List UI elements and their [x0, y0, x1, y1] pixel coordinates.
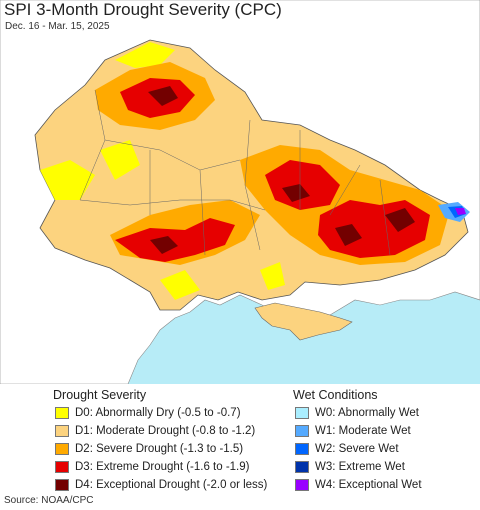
legend-item-d4: D4: Exceptional Drought (-2.0 or less) — [55, 478, 267, 492]
w1-swatch — [295, 425, 309, 437]
crimea — [254, 302, 353, 341]
d0-southeast — [260, 262, 285, 290]
legend-item-w1: W1: Moderate Wet — [295, 424, 411, 438]
source-credit: Source: NOAA/CPC — [4, 495, 94, 506]
d4-north — [148, 86, 178, 106]
d0-label: D0: Abnormally Dry (-0.5 to -0.7) — [75, 407, 241, 419]
legend-item-d3: D3: Extreme Drought (-1.6 to -1.9) — [55, 460, 249, 474]
wet-legend-heading: Wet Conditions — [293, 388, 378, 402]
d4-swatch — [55, 479, 69, 491]
d0-south — [160, 270, 200, 300]
drought-legend-heading: Drought Severity — [53, 388, 147, 402]
d3-east-north — [265, 160, 340, 210]
date-range: Dec. 16 - Mar. 15, 2025 — [5, 21, 110, 32]
legend-item-w2: W2: Severe Wet — [295, 442, 399, 456]
w2-label: W2: Severe Wet — [315, 443, 399, 455]
d0-center — [100, 140, 140, 180]
d0-west — [40, 160, 95, 200]
d4-east-center — [335, 224, 362, 246]
d3-label: D3: Extreme Drought (-1.6 to -1.9) — [75, 461, 250, 473]
w4-label: W4: Exceptional Wet — [315, 479, 422, 491]
d0-north — [115, 42, 175, 68]
wet-east-w4 — [455, 208, 466, 215]
d2-swatch — [55, 443, 69, 455]
d0-swatch — [55, 407, 69, 419]
w0-swatch — [295, 407, 309, 419]
legend-item-d0: D0: Abnormally Dry (-0.5 to -0.7) — [55, 406, 241, 420]
d4-east-north — [282, 184, 310, 202]
legend-item-d1: D1: Moderate Drought (-0.8 to -1.2) — [55, 424, 255, 438]
legend-item-w4: W4: Exceptional Wet — [295, 478, 422, 492]
d4-east-far — [385, 208, 415, 232]
oblast-borders — [79, 89, 391, 256]
legend: Drought Severity Wet Conditions D0: Abno… — [0, 384, 480, 492]
legend-item-w0: W0: Abnormally Wet — [295, 406, 419, 420]
d4-southwest — [150, 236, 178, 254]
d3-swatch — [55, 461, 69, 473]
d4-label: D4: Exceptional Drought (-2.0 or less) — [75, 479, 268, 491]
w0-label: W0: Abnormally Wet — [315, 407, 419, 419]
w2-swatch — [295, 443, 309, 455]
d1-swatch — [55, 425, 69, 437]
w4-swatch — [295, 479, 309, 491]
w3-label: W3: Extreme Wet — [315, 461, 405, 473]
d2-label: D2: Severe Drought (-1.3 to -1.5) — [75, 443, 244, 455]
map-title: SPI 3-Month Drought Severity (CPC) — [4, 0, 282, 19]
d1-label: D1: Moderate Drought (-0.8 to -1.2) — [75, 425, 256, 437]
w1-label: W1: Moderate Wet — [315, 425, 411, 437]
legend-item-d2: D2: Severe Drought (-1.3 to -1.5) — [55, 442, 243, 456]
drought-map — [0, 0, 480, 384]
legend-item-w3: W3: Extreme Wet — [295, 460, 405, 474]
w3-swatch — [295, 461, 309, 473]
